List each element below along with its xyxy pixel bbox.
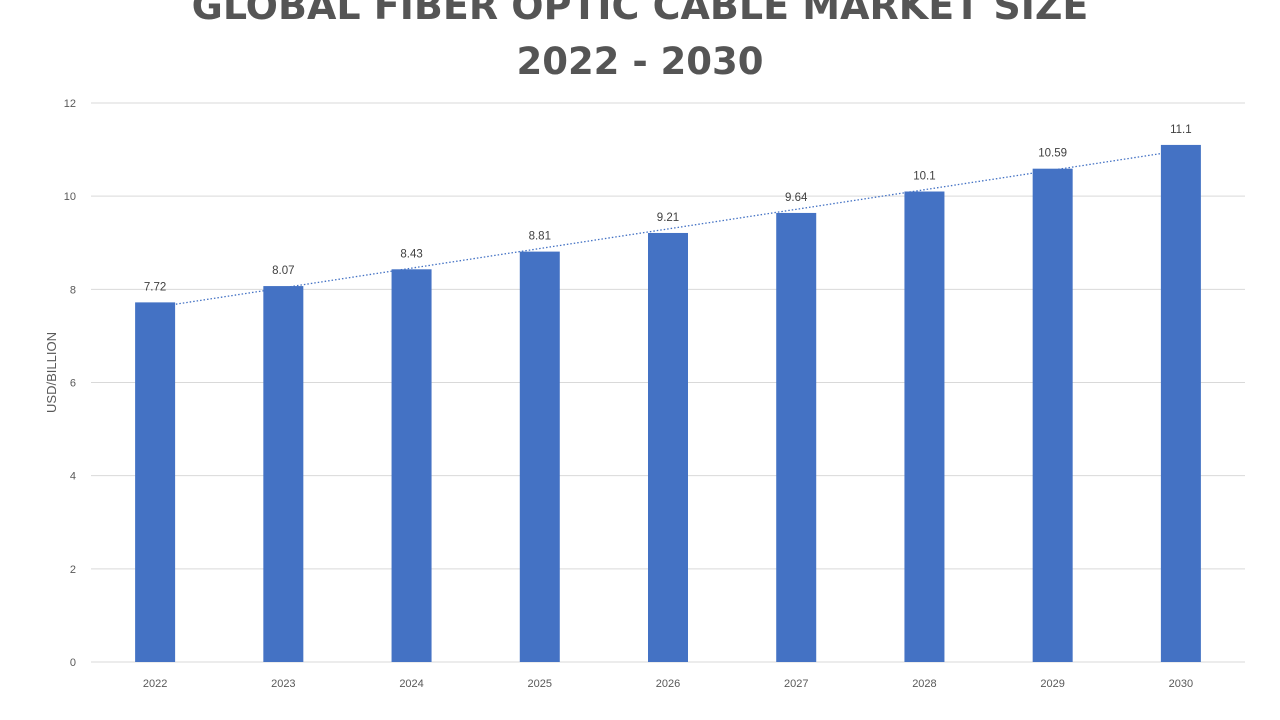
y-tick-label: 6 xyxy=(70,378,76,390)
y-tick-label: 10 xyxy=(64,191,76,203)
x-tick-label: 2028 xyxy=(912,678,936,690)
bar xyxy=(135,302,176,662)
data-label: 8.81 xyxy=(529,231,551,243)
data-label: 9.21 xyxy=(657,212,679,224)
data-label: 10.1 xyxy=(913,171,935,183)
y-tick-label: 8 xyxy=(70,284,76,296)
x-tick-label: 2025 xyxy=(528,678,552,690)
bar xyxy=(1032,168,1073,662)
x-tick-label: 2026 xyxy=(656,678,680,690)
y-tick-label: 0 xyxy=(70,657,76,669)
y-tick-label: 2 xyxy=(70,564,76,576)
bar xyxy=(391,269,432,662)
data-label: 7.72 xyxy=(144,281,166,293)
y-axis-label: USD/BILLION xyxy=(44,332,59,413)
x-tick-label: 2029 xyxy=(1040,678,1064,690)
bar xyxy=(519,251,560,662)
x-tick-label: 2027 xyxy=(784,678,808,690)
bar xyxy=(904,191,945,662)
data-label: 8.07 xyxy=(272,265,294,277)
bar xyxy=(263,286,304,662)
chart-title-block: GLOBAL FIBER OPTIC CABLE MARKET SIZE 202… xyxy=(0,0,1280,90)
data-label: 11.1 xyxy=(1170,124,1192,136)
x-tick-label: 2022 xyxy=(143,678,167,690)
data-label: 10.59 xyxy=(1038,148,1067,160)
x-tick-label: 2030 xyxy=(1169,678,1193,690)
y-tick-label: 12 xyxy=(64,98,76,110)
trendline xyxy=(155,149,1181,308)
y-tick-label: 4 xyxy=(70,471,76,483)
bar xyxy=(648,232,688,662)
chart-subtitle: 2022 - 2030 xyxy=(516,40,764,83)
chart-title: GLOBAL FIBER OPTIC CABLE MARKET SIZE xyxy=(191,0,1089,28)
bar xyxy=(776,212,817,663)
x-tick-label: 2024 xyxy=(399,678,423,690)
data-label: 8.43 xyxy=(400,248,422,260)
data-label: 9.64 xyxy=(785,192,808,204)
x-tick-label: 2023 xyxy=(271,678,295,690)
bar xyxy=(1160,144,1201,663)
